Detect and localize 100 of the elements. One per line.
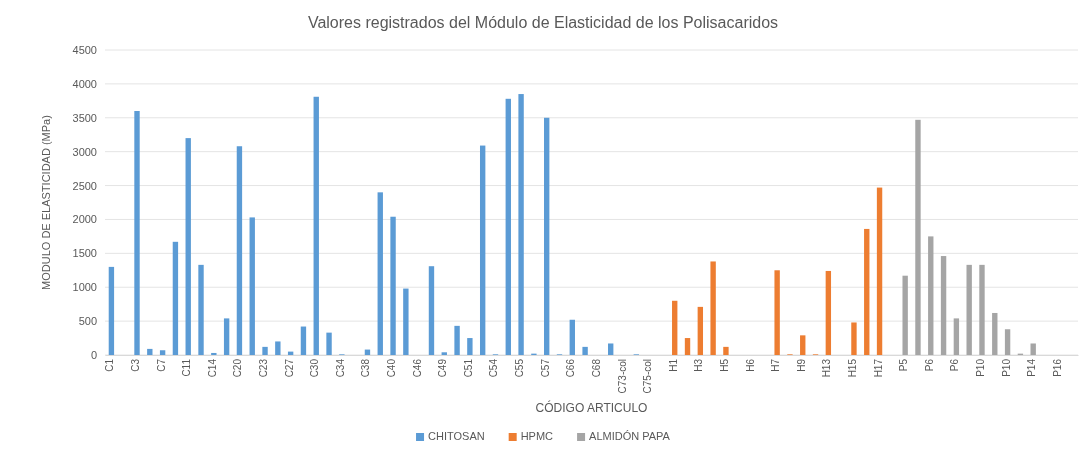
x-tick-label: H7 xyxy=(770,358,782,372)
bar xyxy=(940,256,947,355)
bar xyxy=(467,338,473,355)
x-tick-label: H3 xyxy=(693,358,705,372)
x-tick-label: H9 xyxy=(795,358,807,372)
bar xyxy=(582,346,588,355)
y-tick-label: 3500 xyxy=(72,111,97,124)
y-tick-label: 500 xyxy=(78,315,97,328)
bar xyxy=(992,312,998,355)
bar xyxy=(697,306,704,355)
x-tick-label: P10 xyxy=(974,358,986,377)
bar xyxy=(428,266,435,355)
x-tick-label: P16 xyxy=(1051,358,1063,377)
bar xyxy=(1030,343,1036,355)
bar xyxy=(774,270,780,355)
bar xyxy=(902,275,908,355)
x-tick-label: H15 xyxy=(846,358,858,378)
x-tick-label: C55 xyxy=(514,358,526,378)
y-tick-label: 2000 xyxy=(72,213,97,226)
bar xyxy=(108,266,115,355)
bar xyxy=(569,319,575,355)
x-tick-label: P6 xyxy=(923,358,935,372)
bar xyxy=(249,217,255,355)
bar xyxy=(403,288,409,355)
legend-label: HPMC xyxy=(520,430,554,442)
x-tick-label: C11 xyxy=(181,358,193,377)
x-tick-label: C38 xyxy=(360,358,372,378)
bar xyxy=(953,318,960,355)
y-tick-label: 0 xyxy=(90,349,97,362)
bar xyxy=(159,350,166,355)
bar xyxy=(851,322,857,355)
x-tick-label: C54 xyxy=(488,358,500,378)
x-tick-label: P14 xyxy=(1026,358,1038,377)
bar xyxy=(454,325,460,355)
x-tick-label: H17 xyxy=(872,358,884,378)
bar xyxy=(672,300,678,355)
x-tick-label: C51 xyxy=(462,358,474,378)
x-tick-label: P10 xyxy=(1000,358,1012,377)
x-tick-label: H1 xyxy=(667,358,679,372)
bar xyxy=(608,343,614,355)
bar xyxy=(377,192,383,355)
legend-label: ALMIDÓN PAPA xyxy=(589,430,671,442)
bar xyxy=(479,145,486,355)
x-tick-label: C75-col xyxy=(642,359,654,394)
x-tick-label: C73-col xyxy=(616,359,628,394)
x-tick-label: C46 xyxy=(411,358,423,378)
x-tick-label: C3 xyxy=(130,358,142,372)
bar xyxy=(979,264,985,355)
bar xyxy=(876,187,883,355)
y-tick-label: 3000 xyxy=(72,145,97,158)
bar xyxy=(134,111,140,355)
bar xyxy=(966,264,972,355)
bar xyxy=(262,346,268,355)
x-tick-label: C34 xyxy=(334,358,346,378)
bar xyxy=(236,146,243,355)
bar xyxy=(223,318,230,355)
y-tick-label: 2500 xyxy=(72,179,97,192)
bar xyxy=(825,270,832,355)
x-tick-label: C14 xyxy=(206,358,218,378)
x-tick-label: C7 xyxy=(155,358,167,372)
x-tick-label: P5 xyxy=(898,358,910,372)
x-tick-label: C30 xyxy=(309,358,321,378)
bar xyxy=(172,241,179,355)
bar xyxy=(800,335,806,355)
y-tick-label: 1000 xyxy=(72,281,97,294)
legend-label: CHITOSAN xyxy=(428,430,485,442)
bar xyxy=(723,346,729,355)
x-tick-label: C66 xyxy=(565,358,577,378)
x-tick-label: C1 xyxy=(104,358,116,372)
x-tick-label: H6 xyxy=(744,358,756,372)
bar xyxy=(275,341,281,355)
x-tick-label: C27 xyxy=(283,358,295,378)
x-tick-label: C40 xyxy=(386,358,398,378)
x-tick-label: H5 xyxy=(718,358,730,372)
x-tick-label: C68 xyxy=(590,358,602,378)
y-tick-label: 4000 xyxy=(72,77,97,90)
x-tick-label: P6 xyxy=(949,358,961,372)
bar xyxy=(505,98,511,355)
x-tick-label: C57 xyxy=(539,358,551,378)
y-axis-title: MODULO DE ELASTICIDAD (MPa) xyxy=(40,115,52,290)
bar xyxy=(390,216,396,355)
bar xyxy=(147,348,153,355)
x-tick-label: C23 xyxy=(258,358,270,378)
bar xyxy=(300,326,307,355)
bar xyxy=(1004,329,1011,355)
bar xyxy=(710,261,716,355)
bar xyxy=(928,236,934,355)
chart-title: Valores registrados del Módulo de Elasticidad de los Polisacaridos xyxy=(307,14,779,31)
bar xyxy=(864,228,870,355)
x-tick-label: C49 xyxy=(437,358,449,378)
bar xyxy=(326,332,332,355)
bar xyxy=(185,138,191,355)
x-tick-label: C20 xyxy=(232,358,244,378)
y-tick-label: 4500 xyxy=(72,44,97,57)
x-tick-label: H13 xyxy=(821,358,833,378)
bar xyxy=(518,94,524,355)
bar xyxy=(544,117,550,355)
bar xyxy=(313,96,319,355)
bar xyxy=(198,264,204,355)
bar xyxy=(915,119,921,355)
